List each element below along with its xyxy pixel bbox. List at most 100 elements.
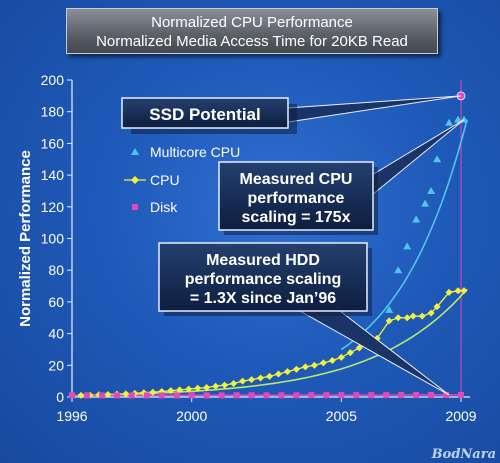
disk-point xyxy=(83,392,90,399)
hdd-pointer xyxy=(298,310,450,396)
disk-point xyxy=(323,392,330,399)
cpu-point xyxy=(122,390,130,398)
callout-cpu-line1: Measured CPU xyxy=(240,171,353,188)
cpu-point xyxy=(310,361,318,369)
disk-point xyxy=(233,392,240,399)
cpu-point xyxy=(239,377,247,385)
y-tick-label: 180 xyxy=(41,104,65,120)
cpu-point xyxy=(203,383,211,391)
chart-title-line2: Normalized Media Access Time for 20KB Re… xyxy=(96,33,408,50)
disk-point xyxy=(458,391,465,398)
y-tick-label: 120 xyxy=(41,199,65,215)
cpu-point xyxy=(266,372,274,380)
cpu-point xyxy=(248,376,256,384)
cpu-point xyxy=(274,370,282,378)
cpu-point xyxy=(149,388,157,396)
y-axis-label: Normalized Performance xyxy=(17,150,34,327)
disk-point xyxy=(173,392,180,399)
y-tick-label: 140 xyxy=(41,167,65,183)
cpu-point xyxy=(328,357,336,365)
cpu-point xyxy=(301,363,309,371)
y-tick-label: 100 xyxy=(41,231,65,247)
cpu-point xyxy=(77,391,85,399)
callout-cpu-line3: scaling = 175x xyxy=(242,209,351,226)
cpu-point xyxy=(194,384,202,392)
x-tick-label: 2005 xyxy=(326,408,357,424)
callout-hdd-line1: Measured HDD xyxy=(206,252,320,269)
disk-point xyxy=(263,392,270,399)
disk-point xyxy=(158,392,165,399)
chart-title: Normalized CPU Performance Normalized Me… xyxy=(66,8,438,54)
callout-hdd: Measured HDD performance scaling = 1.3X … xyxy=(158,242,372,316)
cpu-point xyxy=(433,303,441,311)
y-tick-label: 60 xyxy=(48,294,64,310)
y-tick-label: 40 xyxy=(48,326,64,342)
disk-point xyxy=(69,392,75,399)
y-tick-label: 0 xyxy=(56,389,64,405)
watermark-logo: BodNara xyxy=(431,447,496,462)
cpu-point xyxy=(445,288,453,296)
cpu-point xyxy=(418,312,426,320)
disk-point xyxy=(248,392,255,399)
multicore-point xyxy=(427,186,436,194)
legend: Multicore CPU CPU Disk xyxy=(124,144,240,215)
legend-item: Disk xyxy=(132,199,178,215)
multicore-point xyxy=(421,199,430,207)
cpu-point xyxy=(403,314,411,322)
cpu-point xyxy=(283,368,291,376)
cpu-point xyxy=(104,390,112,398)
disk-point xyxy=(113,392,120,399)
y-tick-label: 160 xyxy=(41,135,65,151)
legend-label: Multicore CPU xyxy=(150,144,240,160)
disk-point xyxy=(368,392,375,399)
legend-label: Disk xyxy=(150,199,178,215)
disk-point xyxy=(338,392,345,399)
legend-marker xyxy=(131,148,139,155)
x-tick-label: 2009 xyxy=(445,408,476,424)
disk-point xyxy=(218,392,225,399)
axes: 0 20 40 60 80 100 120 140 160 180 200 1996 2000 2005 2… xyxy=(17,72,477,424)
y-tick-label: 20 xyxy=(48,357,64,373)
y-tick-label: 200 xyxy=(41,72,65,88)
multicore-point xyxy=(412,215,421,223)
disk-point xyxy=(128,392,135,399)
callout-hdd-line2: performance scaling xyxy=(185,271,342,288)
multicore-point xyxy=(403,242,412,250)
legend-marker xyxy=(132,204,138,210)
disk-point xyxy=(428,391,435,398)
callout-cpu-line2: performance xyxy=(248,190,345,207)
disk-point xyxy=(98,392,105,399)
disk-point xyxy=(143,392,150,399)
legend-label: CPU xyxy=(150,172,180,188)
y-tick-label: 80 xyxy=(48,262,64,278)
multicore-point xyxy=(445,118,454,126)
callout-ssd: SSD Potential xyxy=(121,97,297,134)
disk-point xyxy=(278,392,285,399)
cpu-point xyxy=(176,386,184,394)
cpu-point xyxy=(167,387,175,395)
disk-point xyxy=(188,392,195,399)
disk-point xyxy=(308,392,315,399)
ssd-pointer xyxy=(287,95,462,123)
cpu-point xyxy=(337,353,345,361)
callout-cpu: Measured CPU performance scaling = 175x xyxy=(218,161,378,235)
disk-point xyxy=(413,391,420,398)
cpu-point xyxy=(427,309,435,317)
cpu-point xyxy=(385,317,393,325)
disk-point xyxy=(383,392,390,399)
cpu-point xyxy=(454,287,462,295)
callout-ssd-text: SSD Potential xyxy=(149,105,260,124)
cpu-point xyxy=(346,349,354,357)
cpu-point xyxy=(460,287,468,295)
disk-point xyxy=(293,392,300,399)
cpu-point xyxy=(292,365,300,373)
cpu-point xyxy=(221,381,229,389)
multicore-point xyxy=(454,115,463,123)
multicore-point xyxy=(385,305,394,313)
cpu-point xyxy=(394,314,402,322)
disk-point xyxy=(203,392,210,399)
multicore-point xyxy=(433,155,442,163)
x-tick-label: 1996 xyxy=(56,408,87,424)
